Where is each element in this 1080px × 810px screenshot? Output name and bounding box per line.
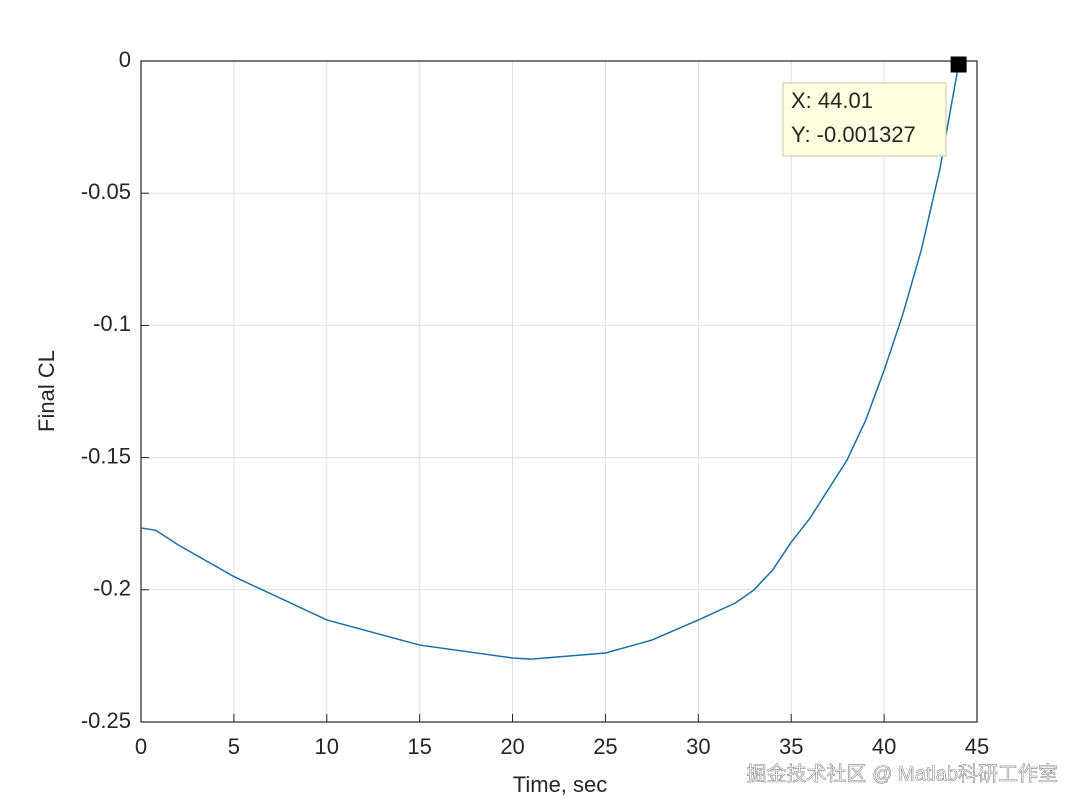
x-tick-label: 40 xyxy=(872,734,896,759)
y-tick-label: -0.15 xyxy=(81,443,131,468)
x-tick-label: 35 xyxy=(779,734,803,759)
y-tick-label: 0 xyxy=(119,47,131,72)
watermark: 掘金技术社区 @ Matlab科研工作室 xyxy=(747,762,1058,785)
axes-box xyxy=(140,60,978,723)
x-tick-label: 15 xyxy=(407,734,431,759)
line-series xyxy=(140,64,960,660)
y-tick-label: -0.05 xyxy=(81,179,131,204)
datatip-marker xyxy=(950,56,967,73)
y-tick-label: -0.25 xyxy=(81,708,131,733)
y-tick-label: -0.1 xyxy=(93,311,131,336)
datatip-x: X: 44.01 xyxy=(791,88,873,113)
x-tick-label: 25 xyxy=(593,734,617,759)
datatip-box xyxy=(782,82,947,157)
x-tick-label: 20 xyxy=(500,734,524,759)
x-tick-label: 5 xyxy=(228,734,240,759)
x-tick-label: 45 xyxy=(965,734,989,759)
y-axis-label: Final CL xyxy=(34,350,59,432)
plot-area xyxy=(141,61,977,722)
x-axis-label: Time, sec xyxy=(513,772,608,797)
y-tick-label: -0.2 xyxy=(93,576,131,601)
x-tick-label: 0 xyxy=(135,734,147,759)
x-tick-label: 30 xyxy=(686,734,710,759)
datatip-y: Y: -0.001327 xyxy=(791,122,916,147)
x-tick-label: 10 xyxy=(315,734,339,759)
